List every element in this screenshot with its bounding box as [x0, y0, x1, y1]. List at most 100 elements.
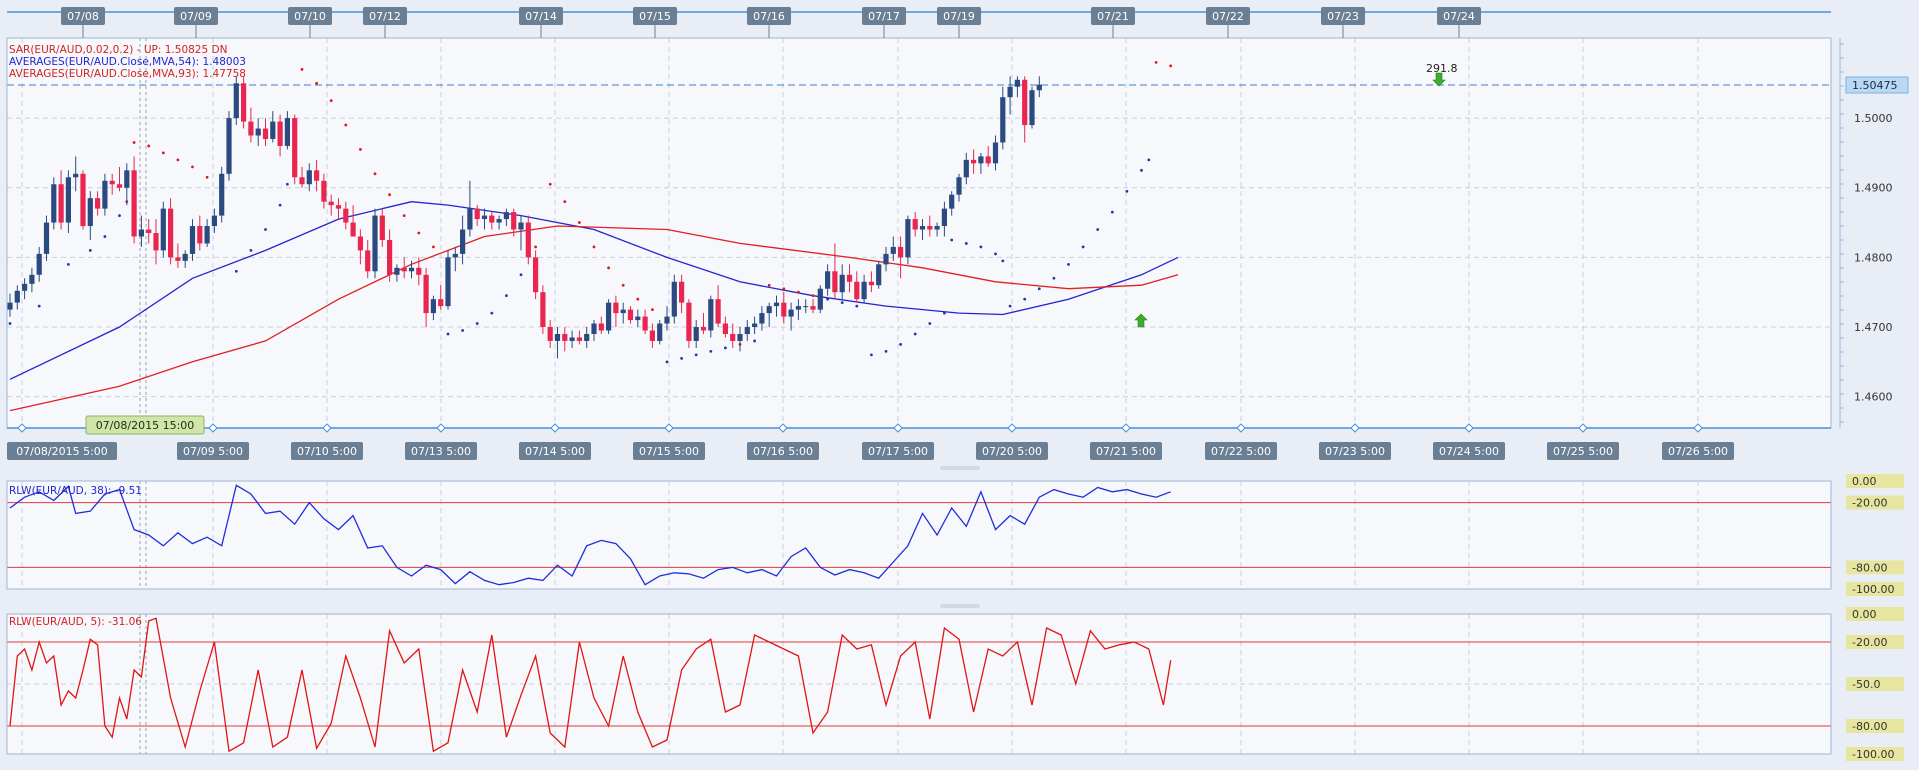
down-candle[interactable]	[241, 83, 247, 122]
down-candle[interactable]	[627, 309, 634, 321]
up-candle[interactable]	[226, 118, 232, 174]
down-candle[interactable]	[679, 281, 685, 303]
up-candle[interactable]	[306, 170, 312, 185]
down-candle[interactable]	[146, 229, 152, 233]
up-candle[interactable]	[992, 142, 999, 164]
down-candle[interactable]	[365, 250, 371, 272]
up-candle[interactable]	[503, 212, 509, 220]
up-candle[interactable]	[189, 226, 196, 254]
candlesticks[interactable]	[7, 76, 1042, 359]
up-candle[interactable]	[664, 316, 670, 324]
down-candle[interactable]	[416, 267, 422, 275]
up-candle[interactable]	[554, 333, 561, 341]
down-candle[interactable]	[292, 118, 298, 178]
down-candle[interactable]	[262, 128, 269, 139]
down-candle[interactable]	[898, 246, 904, 258]
down-candle[interactable]	[686, 302, 692, 341]
down-candle[interactable]	[854, 281, 860, 300]
down-candle[interactable]	[299, 177, 305, 185]
up-candle[interactable]	[978, 156, 984, 164]
up-candle[interactable]	[87, 198, 93, 227]
down-candle[interactable]	[642, 316, 648, 331]
up-candle[interactable]	[481, 215, 488, 220]
down-candle[interactable]	[547, 327, 553, 341]
down-candle[interactable]	[248, 121, 254, 136]
up-candle[interactable]	[766, 306, 772, 314]
up-candle[interactable]	[744, 327, 750, 334]
down-candle[interactable]	[328, 201, 334, 206]
up-candle[interactable]	[803, 306, 809, 308]
up-candle[interactable]	[708, 299, 714, 331]
down-candle[interactable]	[489, 215, 495, 223]
up-candle[interactable]	[36, 253, 42, 275]
down-candle[interactable]	[175, 257, 181, 261]
down-candle[interactable]	[912, 219, 918, 230]
up-candle[interactable]	[795, 306, 801, 310]
up-candle[interactable]	[693, 327, 699, 341]
up-candle[interactable]	[671, 281, 677, 317]
down-candle[interactable]	[379, 215, 385, 240]
up-candle[interactable]	[408, 267, 415, 272]
up-candle[interactable]	[584, 333, 590, 341]
down-candle[interactable]	[58, 184, 64, 223]
up-candle[interactable]	[65, 177, 71, 223]
up-candle[interactable]	[949, 194, 955, 209]
up-candle[interactable]	[467, 208, 473, 230]
down-candle[interactable]	[168, 208, 174, 258]
up-candle[interactable]	[73, 173, 79, 178]
up-candle[interactable]	[22, 283, 28, 291]
up-candle[interactable]	[759, 313, 765, 324]
down-candle[interactable]	[722, 323, 728, 334]
down-candle[interactable]	[131, 170, 137, 237]
up-candle[interactable]	[919, 226, 926, 230]
up-candle[interactable]	[825, 271, 831, 289]
up-candle[interactable]	[102, 180, 108, 209]
down-candle[interactable]	[985, 156, 991, 164]
down-candle[interactable]	[153, 233, 159, 251]
up-candle[interactable]	[182, 253, 188, 261]
up-candle[interactable]	[160, 208, 166, 251]
down-candle[interactable]	[927, 226, 933, 230]
down-candle[interactable]	[357, 236, 363, 251]
up-candle[interactable]	[883, 253, 889, 265]
down-candle[interactable]	[350, 222, 356, 237]
down-candle[interactable]	[335, 205, 342, 209]
down-candle[interactable]	[511, 212, 517, 230]
up-candle[interactable]	[204, 226, 210, 244]
up-candle[interactable]	[1036, 84, 1042, 91]
down-candle[interactable]	[730, 333, 736, 341]
up-candle[interactable]	[788, 309, 794, 317]
up-candle[interactable]	[138, 229, 144, 237]
down-candle[interactable]	[423, 274, 429, 314]
down-candle[interactable]	[971, 159, 977, 164]
up-candle[interactable]	[839, 274, 845, 293]
down-candle[interactable]	[533, 257, 539, 293]
up-candle[interactable]	[51, 184, 57, 223]
up-candle[interactable]	[1014, 79, 1020, 87]
down-candle[interactable]	[715, 299, 721, 324]
up-candle[interactable]	[460, 229, 466, 254]
down-candle[interactable]	[387, 239, 393, 275]
down-candle[interactable]	[321, 180, 327, 202]
up-candle[interactable]	[817, 288, 823, 310]
up-candle[interactable]	[591, 323, 597, 334]
up-candle[interactable]	[211, 215, 217, 227]
down-candle[interactable]	[525, 222, 531, 258]
up-candle[interactable]	[737, 333, 743, 341]
down-candle[interactable]	[576, 337, 582, 341]
up-candle[interactable]	[890, 246, 896, 254]
up-candle[interactable]	[635, 316, 641, 321]
up-candle[interactable]	[43, 222, 50, 254]
up-candle[interactable]	[773, 302, 780, 307]
up-candle[interactable]	[657, 323, 663, 341]
up-candle[interactable]	[752, 323, 758, 328]
up-candle[interactable]	[255, 128, 261, 136]
up-candle[interactable]	[452, 253, 458, 258]
down-candle[interactable]	[598, 323, 604, 331]
up-candle[interactable]	[518, 222, 524, 230]
up-candle[interactable]	[372, 215, 378, 272]
down-candle[interactable]	[562, 333, 568, 341]
down-candle[interactable]	[810, 306, 816, 310]
